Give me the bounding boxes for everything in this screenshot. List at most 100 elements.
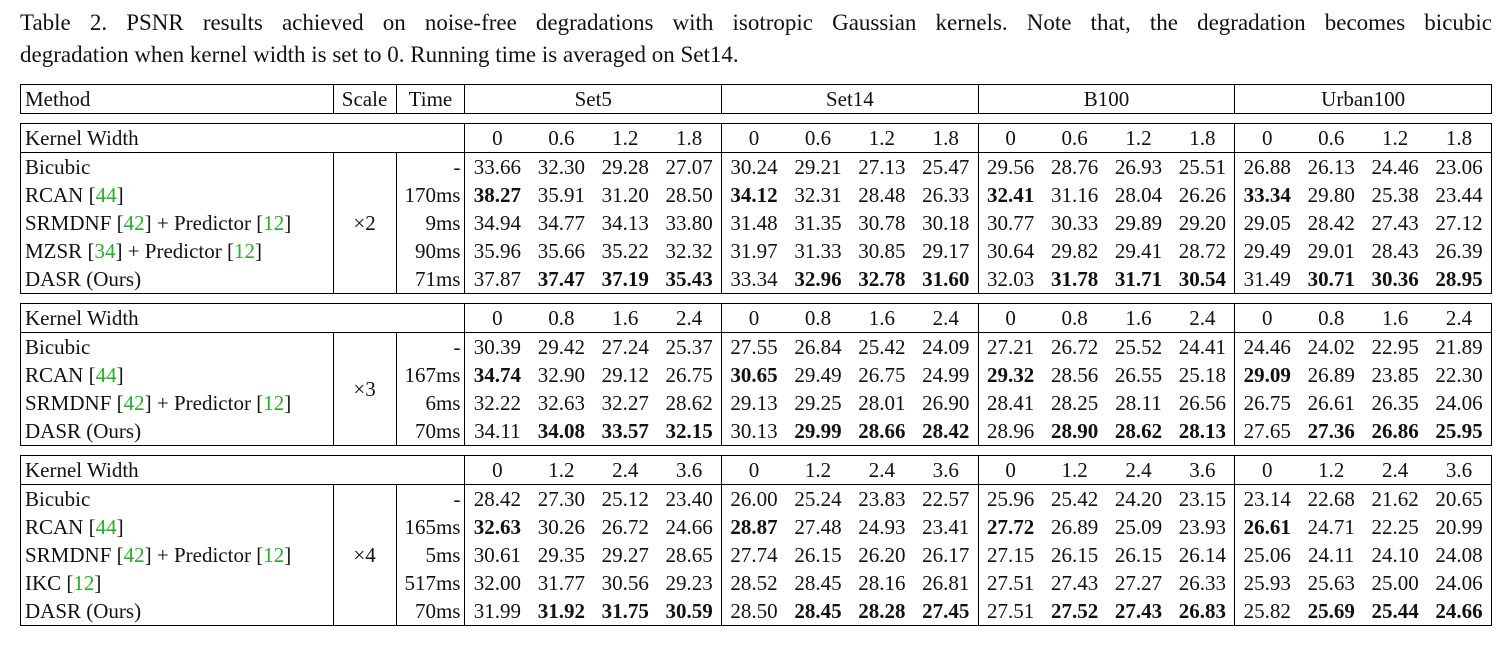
psnr-value: 27.43 (1106, 597, 1171, 626)
psnr-value: 30.39 (473, 335, 522, 359)
psnr-value: 26.83 (1170, 597, 1236, 626)
psnr-value: 30.71 (1299, 265, 1364, 294)
table-row: DASR (Ours) 70ms 31.99 31.92 31.75 30.59 28.50… (20, 597, 1493, 626)
psnr-value: 26.15 (1050, 543, 1099, 567)
citation-ref[interactable]: 12 (263, 543, 285, 567)
psnr-value: 27.13 (858, 155, 906, 179)
kernel-width-value: 2.4 (593, 455, 658, 485)
psnr-value: 29.80 (1307, 183, 1355, 207)
psnr-value: 29.49 (794, 363, 842, 387)
psnr-value: 35.96 (473, 239, 522, 263)
kernel-width-value: 1.2 (529, 455, 594, 485)
header-method: Method (20, 84, 334, 114)
kernel-width-value: 0 (464, 455, 530, 485)
table-row: MZSR [34] + Predictor [12] 90ms 35.96 35.66… (20, 237, 1493, 265)
kernel-width-value: 0 (978, 455, 1043, 485)
psnr-value: 25.52 (1114, 335, 1163, 359)
psnr-value: 28.95 (1427, 265, 1493, 294)
citation-ref[interactable]: 44 (95, 183, 117, 207)
psnr-value: 37.47 (529, 265, 594, 294)
psnr-value: 21.62 (1371, 487, 1419, 511)
method-name: SRMDNF [42] + Predictor [12] (20, 541, 334, 569)
psnr-value: 34.77 (537, 211, 585, 235)
group-spacer (21, 294, 1492, 304)
psnr-value: 21.89 (1427, 332, 1493, 361)
psnr-value: 23.06 (1427, 152, 1493, 181)
psnr-value: 23.44 (1427, 181, 1493, 209)
table-row: SRMDNF [42] + Predictor [12] 5ms 30.61 29.3… (20, 541, 1493, 569)
caption-line-2: degradation when kernel width is set to … (20, 42, 739, 67)
psnr-value: 29.89 (1114, 211, 1163, 235)
psnr-value: 28.87 (730, 515, 778, 539)
psnr-value: 25.18 (1170, 361, 1236, 389)
psnr-value: 29.12 (601, 363, 649, 387)
citation-ref[interactable]: 12 (263, 391, 285, 415)
kernel-width-value: 0 (1234, 123, 1300, 153)
running-time: 165ms (396, 513, 466, 541)
kernel-width-label: Kernel Width (19, 303, 466, 333)
citation-ref[interactable]: 12 (73, 571, 95, 595)
kernel-width-value: 1.6 (1106, 303, 1171, 333)
running-time: 5ms (396, 541, 466, 569)
kernel-width-row: Kernel Width 0 0.6 1.2 1.8 0 0.6 1.2 1.8 0 0.6 1.2 1… (19, 123, 1493, 153)
citation-ref[interactable]: 44 (95, 363, 117, 387)
psnr-value: 33.34 (721, 265, 786, 294)
caption-line-1: Table 2. PSNR results achieved on noise-… (20, 10, 1492, 35)
citation-ref[interactable]: 34 (94, 239, 116, 263)
psnr-value: 32.31 (794, 183, 842, 207)
psnr-value: 28.90 (1042, 417, 1107, 446)
kernel-width-value: 0 (464, 123, 530, 153)
psnr-value: 25.06 (1243, 543, 1291, 567)
header-dataset-urban100: Urban100 (1234, 84, 1492, 114)
kernel-width-value: 1.6 (593, 303, 658, 333)
running-time: 90ms (396, 237, 466, 265)
psnr-value: 25.95 (1427, 417, 1493, 446)
running-time: 170ms (396, 181, 466, 209)
citation-ref[interactable]: 42 (123, 211, 145, 235)
psnr-value: 34.94 (473, 211, 522, 235)
kernel-width-label: Kernel Width (19, 455, 466, 485)
psnr-value: 32.63 (537, 391, 585, 415)
psnr-value: 29.35 (537, 543, 585, 567)
psnr-value: 28.42 (1307, 211, 1355, 235)
kernel-width-value: 0.6 (1299, 123, 1364, 153)
kernel-width-value: 1.8 (657, 123, 723, 153)
psnr-value: 24.66 (657, 513, 723, 541)
table-row: RCAN [44] 170ms 38.27 35.91 31.20 28.50 34.12 3… (20, 181, 1493, 209)
header-time: Time (396, 84, 466, 114)
psnr-value: 27.15 (987, 543, 1035, 567)
psnr-value: 24.46 (1371, 155, 1419, 179)
psnr-value: 28.25 (1050, 391, 1099, 415)
psnr-value: 28.16 (858, 571, 906, 595)
kernel-width-value: 1.6 (1363, 303, 1428, 333)
citation-ref[interactable]: 44 (95, 515, 117, 539)
psnr-value: 24.71 (1307, 515, 1355, 539)
psnr-value: 24.46 (1243, 335, 1291, 359)
psnr-value: 26.90 (913, 389, 979, 417)
method-name: Bicubic (20, 484, 334, 513)
citation-ref[interactable]: 12 (234, 239, 256, 263)
citation-ref[interactable]: 12 (263, 211, 285, 235)
table-header-row: Method Scale Time Set5 Set14 B100 Urban1… (20, 84, 1492, 114)
psnr-value: 23.14 (1243, 487, 1291, 511)
group-spacer (21, 446, 1492, 456)
citation-ref[interactable]: 42 (123, 391, 145, 415)
citation-ref[interactable]: 42 (123, 543, 145, 567)
psnr-value: 28.11 (1115, 391, 1162, 415)
psnr-value: 29.20 (1170, 209, 1236, 237)
kernel-width-value: 1.2 (1106, 123, 1171, 153)
table-row: Bicubic ×4-28.42 27.30 25.12 23.40 26.00 25.24… (20, 484, 1493, 626)
kernel-width-value: 0.8 (1042, 303, 1107, 333)
psnr-value: 31.35 (794, 211, 842, 235)
kernel-width-value: 2.4 (1106, 455, 1171, 485)
psnr-value: 30.24 (730, 155, 778, 179)
psnr-value: 37.19 (593, 265, 658, 294)
psnr-value: 31.33 (794, 239, 842, 263)
psnr-value: 28.48 (858, 183, 906, 207)
kernel-width-value: 0.6 (1042, 123, 1107, 153)
kernel-width-value: 1.2 (1042, 455, 1107, 485)
psnr-value: 23.40 (657, 484, 723, 513)
kernel-width-value: 0.8 (529, 303, 594, 333)
psnr-value: 29.32 (987, 363, 1035, 387)
psnr-value: 29.27 (601, 543, 649, 567)
